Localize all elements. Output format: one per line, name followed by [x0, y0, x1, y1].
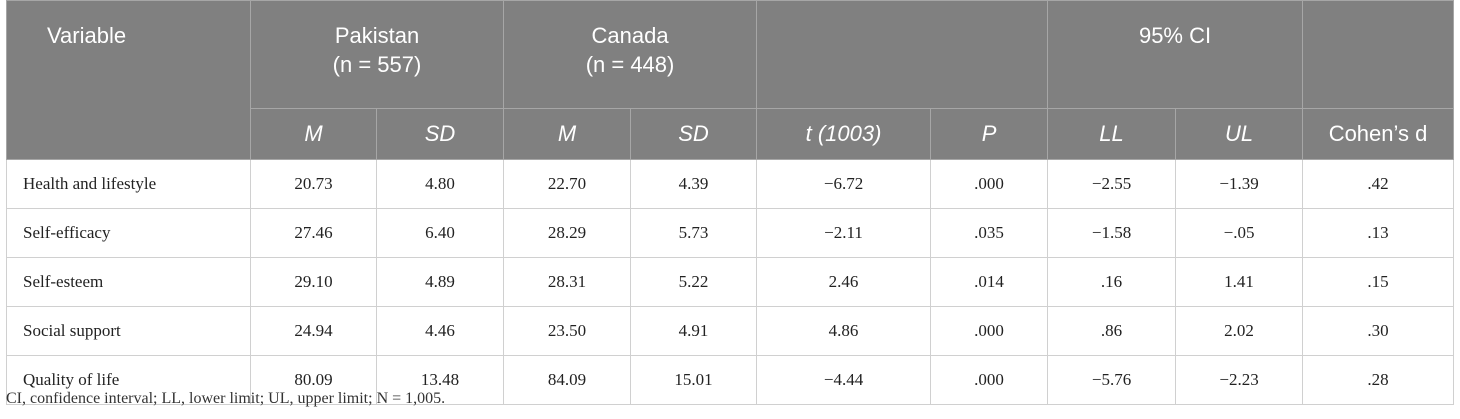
column-header: P — [930, 108, 1049, 160]
header-cell: 95% CI — [1047, 0, 1304, 109]
column-header: SD — [630, 108, 758, 160]
column-header: SD — [375, 108, 505, 160]
table-row: Self-efficacy 27.46 6.40 28.29 5.73 −2.11.035… — [6, 208, 1455, 258]
row-label: Self-efficacy — [6, 208, 251, 258]
cell: 20.73 — [250, 159, 377, 209]
header-cell — [1302, 0, 1455, 109]
cell: 4.91 — [630, 306, 758, 356]
column-header: Cohen’s d — [1302, 108, 1455, 160]
cell: −2.55 — [1047, 159, 1177, 209]
header-cell: Canada (n = 448) — [503, 0, 758, 109]
cell: −6.72 — [756, 159, 932, 209]
cell: −.05 — [1175, 208, 1304, 258]
row-label: Quality of life — [6, 355, 251, 405]
cell: 80.09 — [250, 355, 377, 405]
cell: .86 — [1047, 306, 1177, 356]
row-label: Health and lifestyle — [6, 159, 251, 209]
row-label: Self-esteem — [6, 257, 251, 307]
cell: −2.23 — [1175, 355, 1304, 405]
table-body: Health and lifestyle 20.73 4.80 22.70 4.39 −6… — [6, 159, 1455, 405]
column-header: UL — [1175, 108, 1304, 160]
cell: .28 — [1302, 355, 1455, 405]
column-header: LL — [1047, 108, 1177, 160]
cell: 4.86 — [756, 306, 932, 356]
group-name: Pakistan — [334, 23, 420, 48]
header-cell — [756, 0, 1049, 109]
table-row: Self-esteem 29.10 4.89 28.31 5.22 2.46.014.16… — [6, 257, 1455, 307]
cell: 15.01 — [630, 355, 758, 405]
cell: .13 — [1302, 208, 1455, 258]
column-header: M — [250, 108, 377, 160]
cell: .035 — [930, 208, 1049, 258]
cell: .42 — [1302, 159, 1455, 209]
cell: .000 — [930, 159, 1049, 209]
cell: 4.39 — [630, 159, 758, 209]
cell: 5.73 — [630, 208, 758, 258]
cell: 27.46 — [250, 208, 377, 258]
header-cell: Pakistan (n = 557) — [249, 0, 505, 109]
cell: 4.46 — [375, 306, 505, 356]
cell: 5.22 — [630, 257, 758, 307]
cell: 84.09 — [503, 355, 632, 405]
cell: −1.58 — [1047, 208, 1177, 258]
cell: 22.70 — [503, 159, 632, 209]
column-header: M — [503, 108, 632, 160]
cell: −1.39 — [1175, 159, 1304, 209]
cell: 24.94 — [250, 306, 377, 356]
cell: 29.10 — [250, 257, 377, 307]
cell: −4.44 — [756, 355, 932, 405]
group-name: Canada — [591, 23, 669, 48]
cell: 1.41 — [1175, 257, 1304, 307]
cell: 2.02 — [1175, 306, 1304, 356]
table-row: Social support 24.94 4.46 23.50 4.91 4.86.000… — [6, 306, 1455, 356]
cell: 6.40 — [375, 208, 505, 258]
column-header: t (1003) — [756, 108, 932, 160]
header-row: M SD M SD t (1003) P LL UL Cohen’s d — [7, 108, 1455, 160]
cell: .15 — [1302, 257, 1455, 307]
cell: −2.11 — [756, 208, 932, 258]
cell: 28.31 — [503, 257, 632, 307]
header-cell: Variable — [6, 0, 251, 160]
footnote: CI, confidence interval; LL, lower limit… — [6, 390, 446, 407]
cell: .000 — [930, 306, 1049, 356]
cell: .16 — [1047, 257, 1177, 307]
row-label: Social support — [6, 306, 251, 356]
cell: 4.80 — [375, 159, 505, 209]
cell: .000 — [930, 355, 1049, 405]
table-row: Health and lifestyle 20.73 4.80 22.70 4.39 −6… — [6, 159, 1455, 209]
cell: 28.29 — [503, 208, 632, 258]
table-row: Quality of life 80.09 13.48 84.09 15.01 −4.44… — [6, 355, 1455, 405]
cell: 2.46 — [756, 257, 932, 307]
group-n: (n = 557) — [332, 52, 422, 77]
group-n: (n = 448) — [585, 52, 675, 77]
cell: 4.89 — [375, 257, 505, 307]
cell: −5.76 — [1047, 355, 1177, 405]
cell: 13.48 — [375, 355, 505, 405]
cell: .30 — [1302, 306, 1455, 356]
cell: .014 — [930, 257, 1049, 307]
cell: 23.50 — [503, 306, 632, 356]
results-table: Variable Pakistan (n = 557) Canada (n = 44… — [6, 0, 1455, 405]
